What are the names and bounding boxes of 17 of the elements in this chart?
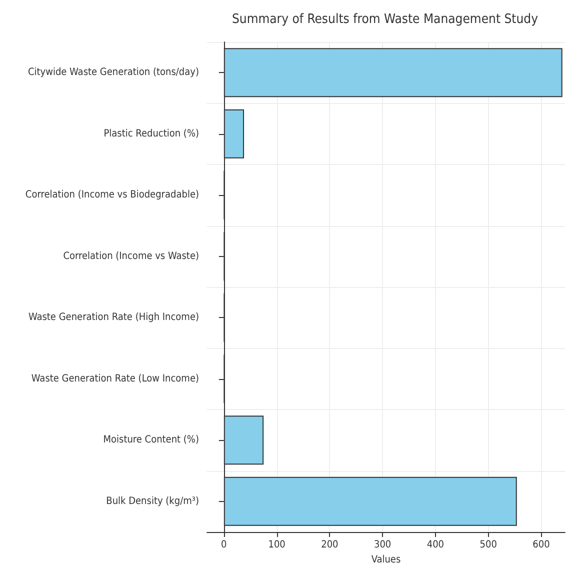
x-tick-label: 0 <box>221 540 228 550</box>
x-tick-label: 200 <box>321 540 339 550</box>
y-tick-label: Waste Generation Rate (Low Income) <box>31 373 199 384</box>
x-tick-label: 300 <box>374 540 392 550</box>
y-tick-label: Plastic Reduction (%) <box>104 128 199 140</box>
x-tick-label: 500 <box>480 540 498 550</box>
x-axis-title: Values <box>371 554 401 566</box>
y-tick-label: Bulk Density (kg/m³) <box>106 496 199 507</box>
x-tick-label: 600 <box>532 540 550 550</box>
y-tick-label: Correlation (Income vs Waste) <box>63 250 199 262</box>
y-tick-label: Moisture Content (%) <box>103 434 199 446</box>
y-tick-label: Correlation (Income vs Biodegradable) <box>25 190 199 201</box>
x-tick-label: 400 <box>426 540 444 550</box>
x-tick-label: 100 <box>268 540 286 550</box>
chart-title: Summary of Results from Waste Management Study <box>232 12 538 27</box>
y-tick-label: Waste Generation Rate (High Income) <box>28 312 199 324</box>
y-tick-label: Citywide Waste Generation (tons/day) <box>28 67 199 78</box>
